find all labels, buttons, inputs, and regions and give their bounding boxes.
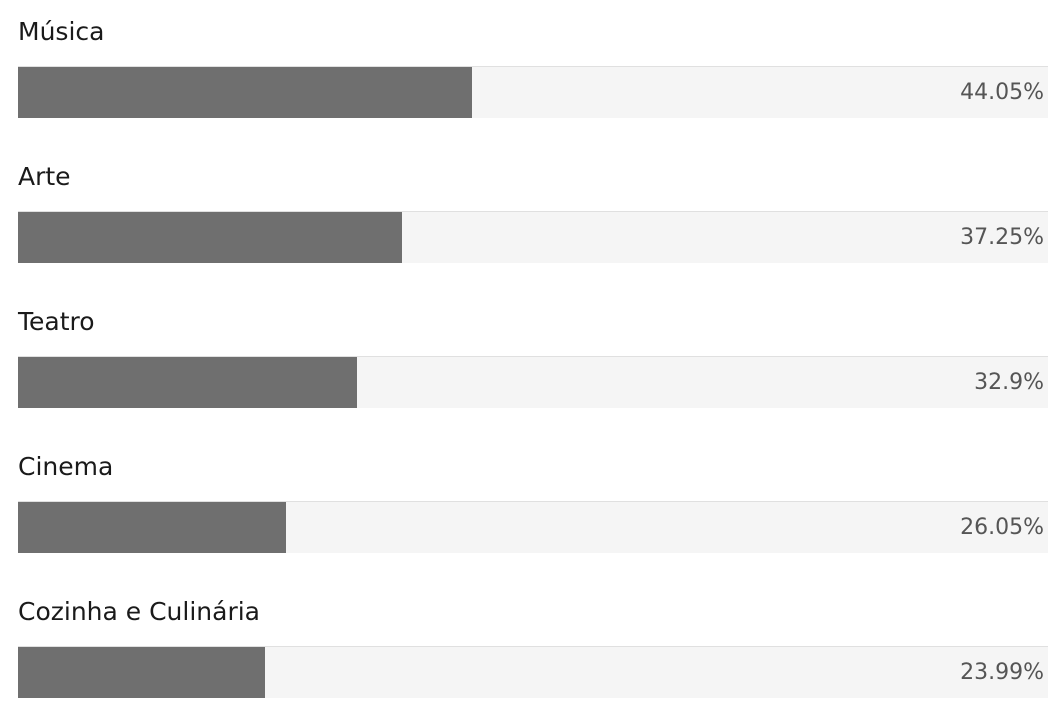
bar-category-label: Arte <box>18 162 71 191</box>
bar-category-label: Teatro <box>18 307 95 336</box>
bar-track: 32.9% <box>18 356 1048 408</box>
bar-category-label: Cinema <box>18 452 114 481</box>
bar-row: Cinema 26.05% <box>18 447 1048 557</box>
bar-fill <box>18 647 266 698</box>
bar-value-label: 23.99% <box>960 660 1044 685</box>
bar-category-label: Música <box>18 17 105 46</box>
bar-row: Música 44.05% <box>18 12 1048 122</box>
bar-row: Teatro 32.9% <box>18 302 1048 412</box>
bar-fill <box>18 212 402 263</box>
bar-value-label: 26.05% <box>960 515 1044 540</box>
bar-value-label: 44.05% <box>960 80 1044 105</box>
bar-fill <box>18 502 287 553</box>
bar-category-label: Cozinha e Culinária <box>18 597 261 626</box>
bar-value-label: 37.25% <box>960 225 1044 250</box>
bar-track: 37.25% <box>18 211 1048 263</box>
bar-fill <box>18 357 357 408</box>
bar-row: Cozinha e Culinária 23.99% <box>18 592 1048 702</box>
bar-value-label: 32.9% <box>974 370 1044 395</box>
bar-track: 26.05% <box>18 501 1048 553</box>
bar-track: 23.99% <box>18 646 1048 698</box>
bar-row: Arte 37.25% <box>18 157 1048 267</box>
bar-track: 44.05% <box>18 66 1048 118</box>
horizontal-bar-chart: Música 44.05% Arte 37.25% Teatro 32.9% Cinema 2… <box>18 12 1048 698</box>
bar-fill <box>18 67 472 118</box>
